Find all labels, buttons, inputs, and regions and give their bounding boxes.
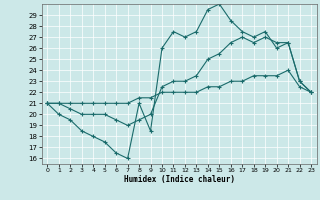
X-axis label: Humidex (Indice chaleur): Humidex (Indice chaleur) — [124, 175, 235, 184]
